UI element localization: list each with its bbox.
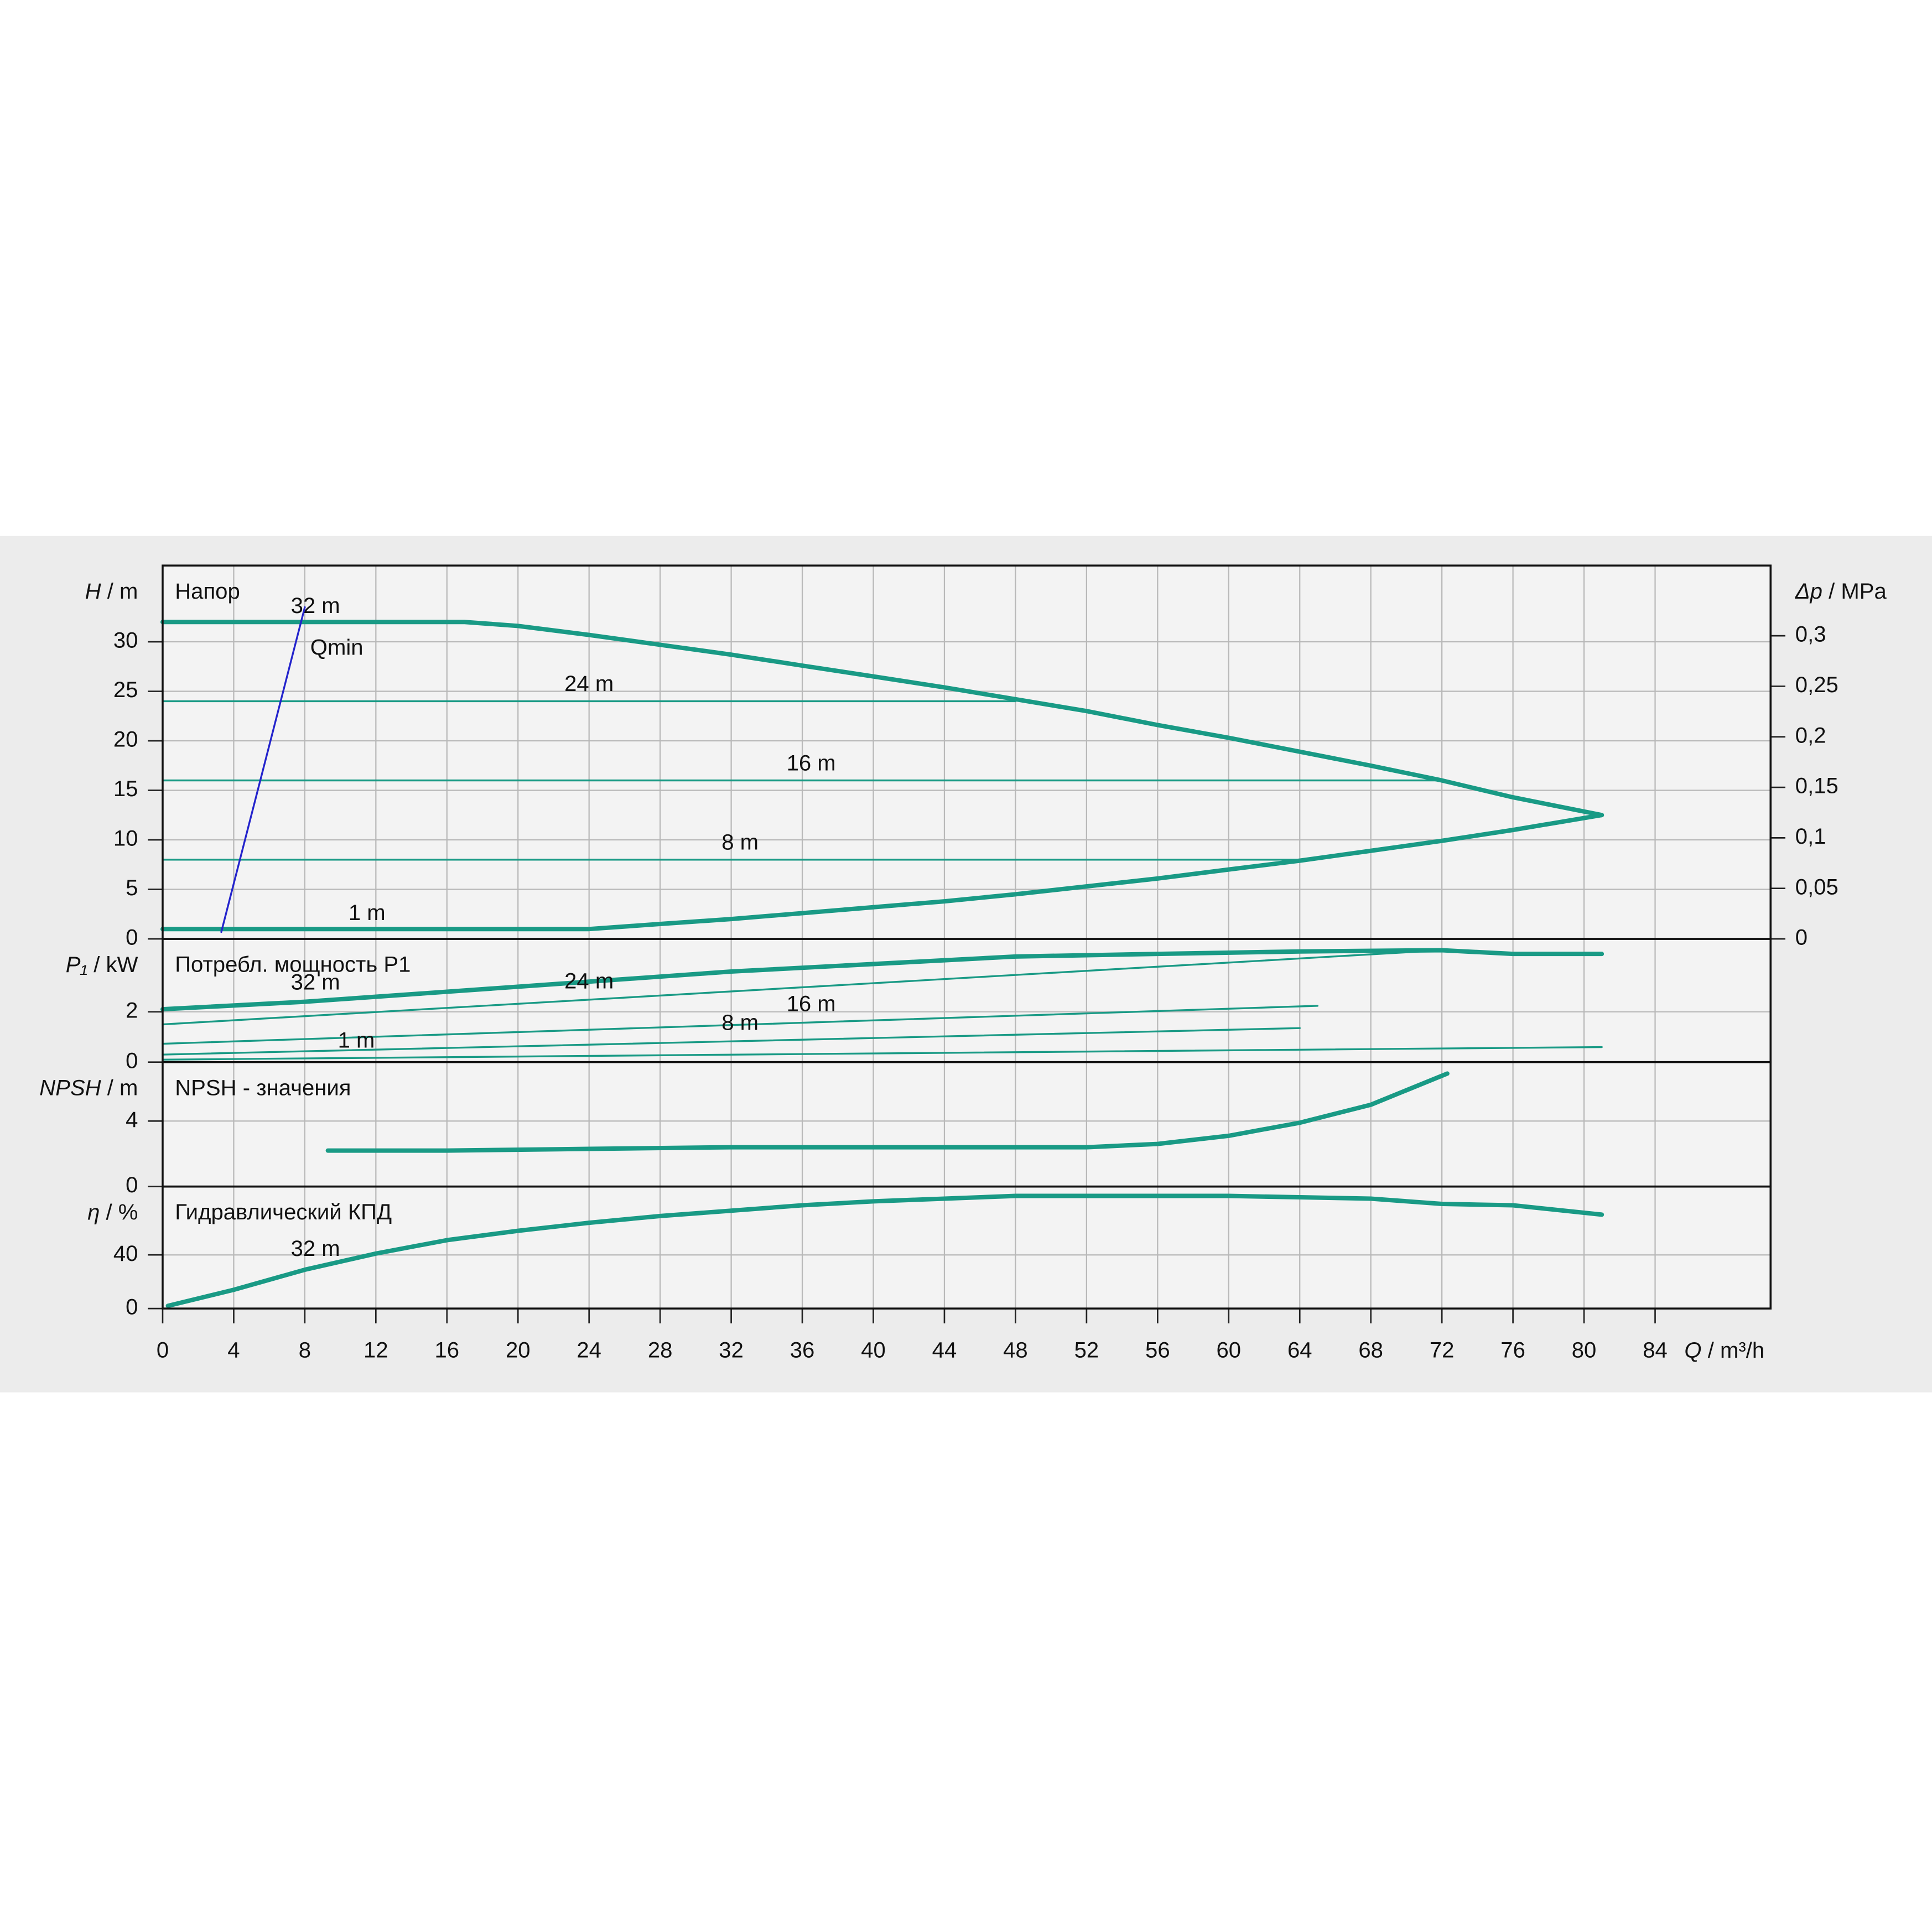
- x-tick-label: 80: [1572, 1338, 1597, 1363]
- x-tick-label: 68: [1358, 1338, 1383, 1363]
- series-line: [160, 813, 1604, 932]
- x-tick-label: 84: [1643, 1338, 1668, 1363]
- x-tick-label: 0: [157, 1338, 169, 1363]
- series-line: [325, 1071, 1450, 1153]
- y2-tick-label: 0,05: [1795, 875, 1838, 899]
- series-label: 1 m: [349, 901, 386, 925]
- x-tick-label: 36: [790, 1338, 815, 1363]
- y2-axis-symbol: Δp: [1795, 579, 1822, 604]
- x-tick-label: 4: [227, 1338, 240, 1363]
- series-label: 8 m: [721, 830, 759, 854]
- y-tick-label: 4: [126, 1108, 138, 1132]
- y-tick-label: 2: [126, 998, 138, 1022]
- y-tick-label: 30: [113, 629, 138, 653]
- series-line: [160, 948, 1604, 1012]
- x-tick-label: 56: [1145, 1338, 1170, 1363]
- y-axis-unit: / m: [107, 1076, 138, 1100]
- y-axis-symbol: H: [85, 579, 101, 604]
- x-tick-label: 72: [1430, 1338, 1455, 1363]
- panel-frame: [162, 1185, 1772, 1310]
- series-label: 1 m: [338, 1029, 375, 1053]
- series-line: [160, 620, 1604, 818]
- series-label: 32 m: [291, 594, 340, 618]
- series-label: 24 m: [564, 672, 614, 696]
- y-axis-unit: / m: [107, 579, 138, 604]
- y-tick-label: 40: [113, 1242, 138, 1266]
- y-tick-label: 0: [126, 926, 138, 950]
- y-tick-label: 5: [126, 876, 138, 900]
- series-label: 32 m: [291, 970, 340, 995]
- x-tick-label: 44: [932, 1338, 957, 1363]
- series-label: 32 m: [291, 1237, 340, 1261]
- x-axis-unit: / m³/h: [1708, 1338, 1764, 1363]
- x-tick-label: 48: [1003, 1338, 1028, 1363]
- y-axis-unit: / %: [106, 1200, 138, 1224]
- x-tick-label: 24: [577, 1338, 601, 1363]
- x-tick-label: 40: [861, 1338, 886, 1363]
- x-tick-label: 32: [719, 1338, 744, 1363]
- x-axis-label: Q / m³/h: [1684, 1338, 1764, 1363]
- x-tick-label: 16: [434, 1338, 459, 1363]
- x-tick-label: 60: [1216, 1338, 1241, 1363]
- series-label: 8 m: [721, 1010, 759, 1035]
- y-axis-unit: / kW: [94, 953, 138, 977]
- y2-tick-label: 0,25: [1795, 673, 1838, 697]
- panel-title: Потребл. мощность P1: [175, 953, 411, 977]
- y2-tick-label: 0: [1795, 926, 1808, 950]
- y-tick-label: 15: [113, 777, 138, 801]
- x-tick-label: 8: [299, 1338, 311, 1363]
- series-line: [220, 606, 306, 933]
- series-line: [162, 1005, 1319, 1045]
- y2-tick-label: 0,1: [1795, 824, 1826, 849]
- y-tick-label: 0: [126, 1048, 138, 1073]
- x-axis-symbol: Q: [1684, 1338, 1701, 1363]
- y-axis-label: H / m: [85, 579, 138, 604]
- y2-tick-label: 0,3: [1795, 622, 1826, 647]
- y-tick-label: 0: [126, 1173, 138, 1197]
- series-label: 24 m: [564, 969, 614, 993]
- y2-tick-label: 0,2: [1795, 723, 1826, 747]
- y-axis-symbol: P₁: [66, 953, 87, 977]
- panel-title: Напор: [175, 579, 240, 604]
- x-tick-label: 28: [648, 1338, 673, 1363]
- y-axis-label: NPSH / m: [39, 1076, 138, 1100]
- y-axis-label: η / %: [87, 1200, 138, 1224]
- series-label: 16 m: [787, 751, 836, 775]
- x-tick-label: 76: [1500, 1338, 1525, 1363]
- y-tick-label: 10: [113, 827, 138, 851]
- y-axis-label: P₁ / kW: [66, 953, 138, 977]
- panel-title: NPSH - значения: [175, 1076, 351, 1100]
- series-line: [162, 1027, 1301, 1056]
- series-line: [162, 1046, 1603, 1061]
- series-line: [162, 949, 1443, 1026]
- x-tick-label: 12: [363, 1338, 388, 1363]
- y2-axis-label: Δp / MPa: [1795, 579, 1887, 604]
- y-axis-symbol: NPSH: [39, 1076, 101, 1100]
- y-tick-label: 20: [113, 728, 138, 752]
- y2-axis-unit: / MPa: [1829, 579, 1887, 604]
- x-tick-label: 64: [1287, 1338, 1312, 1363]
- series-label: 16 m: [787, 991, 836, 1016]
- series-label: Qmin: [310, 636, 363, 660]
- y-axis-symbol: η: [87, 1200, 100, 1224]
- y2-tick-label: 0,15: [1795, 774, 1838, 798]
- y-tick-label: 25: [113, 678, 138, 702]
- panel-title: Гидравлический КПД: [175, 1200, 392, 1224]
- x-tick-label: 52: [1074, 1338, 1099, 1363]
- x-tick-label: 20: [506, 1338, 531, 1363]
- y-tick-label: 0: [126, 1295, 138, 1320]
- series-line: [165, 1193, 1604, 1308]
